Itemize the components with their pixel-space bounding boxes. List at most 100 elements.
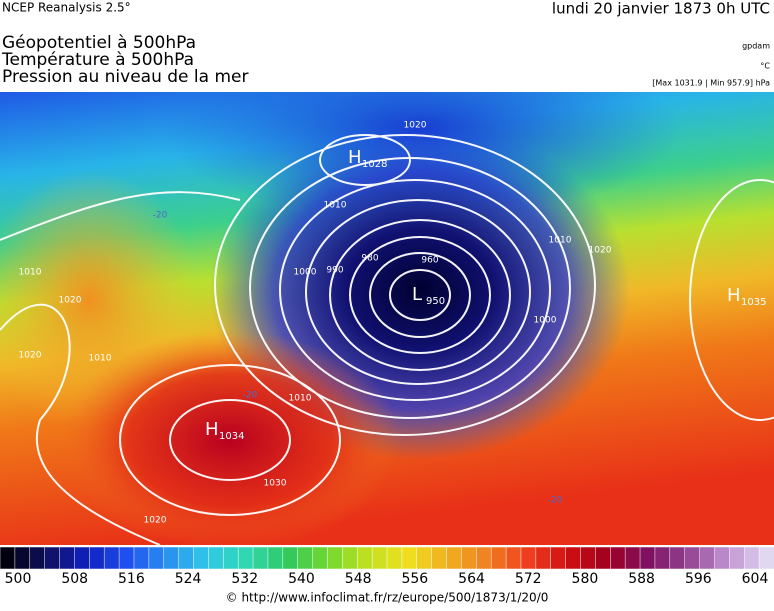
- colorbar-swatch: [535, 546, 552, 570]
- temperature-label: -20: [153, 211, 168, 221]
- colorbar-swatch: [103, 546, 120, 570]
- colorbar-swatch: [505, 546, 522, 570]
- center-value: 950: [426, 296, 445, 307]
- colorbar-tick-label: 540: [288, 571, 315, 587]
- colorbar-swatch: [669, 546, 686, 570]
- colorbar-swatch: [565, 546, 582, 570]
- footer-url: © http://www.infoclimat.fr/rz/europe/500…: [226, 591, 549, 605]
- colorbar-swatch: [133, 546, 150, 570]
- colorbar-swatch: [252, 546, 269, 570]
- colorbar-swatch: [401, 546, 418, 570]
- colorbar-tick-label: 516: [118, 571, 145, 587]
- contour-label: 1020: [589, 246, 612, 256]
- colorbar-swatch: [476, 546, 492, 570]
- contour-label: 1020: [404, 121, 427, 131]
- colorbar-tick-label: 500: [5, 571, 32, 587]
- contour-label: 1010: [324, 201, 347, 211]
- colorbar-swatch: [163, 546, 180, 570]
- unit-label: °C: [760, 62, 770, 71]
- colorbar-tick-label: 596: [685, 571, 712, 587]
- center-value: 1028: [362, 159, 387, 170]
- colorbar-swatch: [223, 546, 239, 570]
- colorbar-swatch: [654, 546, 671, 570]
- colorbar-swatch: [446, 546, 463, 570]
- colorbar-swatch: [327, 546, 344, 570]
- center-letter: H: [348, 147, 362, 168]
- colorbar-swatch: [312, 546, 329, 570]
- contour-label: 1010: [289, 394, 312, 404]
- colorbar-swatch: [461, 546, 478, 570]
- colorbar-swatch: [431, 546, 448, 570]
- source: NCEP Reanalysis 2.5°: [2, 1, 131, 15]
- colorbar-tick-label: 524: [175, 571, 202, 587]
- contour-label: 990: [326, 266, 343, 276]
- center-value: 1034: [219, 431, 244, 442]
- colorbar-swatch: [610, 546, 626, 570]
- center-letter: H: [727, 285, 741, 306]
- colorbar-swatch: [89, 546, 105, 570]
- colorbar-swatch: [595, 546, 612, 570]
- unit-label: [Max 1031.9 | Min 957.9] hPa: [652, 79, 770, 88]
- colorbar-swatch: [178, 546, 195, 570]
- contour-label: 980: [361, 254, 378, 264]
- contour-label: 1020: [19, 351, 42, 361]
- contour-label: 1010: [89, 354, 112, 364]
- colorbar-swatch: [118, 546, 135, 570]
- colorbar-swatch: [699, 546, 716, 570]
- date: lundi 20 janvier 1873 0h UTC: [552, 0, 770, 18]
- colorbar-swatch: [282, 546, 299, 570]
- contour-label: 1010: [549, 236, 572, 246]
- contour-label: 1000: [534, 316, 557, 326]
- colorbar-swatch: [639, 546, 656, 570]
- center-letter: L: [412, 284, 422, 305]
- colorbar-swatch: [520, 546, 537, 570]
- contour-label: 1020: [59, 296, 82, 306]
- temperature-label: -20: [548, 496, 563, 506]
- colorbar-tick-label: 532: [231, 571, 258, 587]
- colorbar-swatch: [580, 546, 597, 570]
- center-letter: H: [205, 419, 219, 440]
- contour-label: 960: [421, 256, 438, 266]
- colorbar-swatch: [208, 546, 225, 570]
- contour-label: 1000: [294, 268, 317, 278]
- colorbar-swatch: [684, 546, 701, 570]
- colorbar-tick-label: 508: [61, 571, 88, 587]
- title-line: Température à 500hPa: [1, 50, 194, 70]
- colorbar-tick-label: 564: [458, 571, 485, 587]
- colorbar-swatch: [267, 546, 284, 570]
- colorbar-swatch: [714, 546, 731, 570]
- colorbar-swatch: [0, 546, 16, 570]
- colorbar-swatch: [148, 546, 165, 570]
- colorbar-swatch: [371, 546, 388, 570]
- colorbar-tick-label: 556: [401, 571, 428, 587]
- colorbar-swatch: [416, 546, 433, 570]
- map: [0, 92, 774, 545]
- temperature-label: -20: [243, 391, 258, 401]
- colorbar-tick-label: 588: [628, 571, 655, 587]
- colorbar-swatch: [743, 546, 760, 570]
- colorbar-swatch: [59, 546, 76, 570]
- colorbar-swatch: [342, 546, 358, 570]
- contour-label: 1020: [144, 516, 167, 526]
- contour-label: 1010: [19, 268, 42, 278]
- colorbar-swatch: [297, 546, 314, 570]
- colorbar-tick-label: 548: [345, 571, 372, 587]
- colorbar-swatch: [29, 546, 46, 570]
- colorbar-swatch: [356, 546, 373, 570]
- colorbar-swatch: [74, 546, 91, 570]
- colorbar-swatch: [729, 546, 745, 570]
- colorbar-swatch: [758, 546, 774, 570]
- colorbar-swatch: [550, 546, 567, 570]
- center-value: 1035: [741, 297, 766, 308]
- colorbar-swatch: [490, 546, 507, 570]
- colorbar-swatch: [386, 546, 403, 570]
- colorbar-swatch: [44, 546, 61, 570]
- colorbar-swatch: [14, 546, 31, 570]
- colorbar-swatch: [237, 546, 254, 570]
- contour-label: 1030: [264, 479, 287, 489]
- title-line: Pression au niveau de la mer: [2, 67, 248, 87]
- colorbar-swatch: [624, 546, 641, 570]
- colorbar-tick-label: 604: [742, 571, 769, 587]
